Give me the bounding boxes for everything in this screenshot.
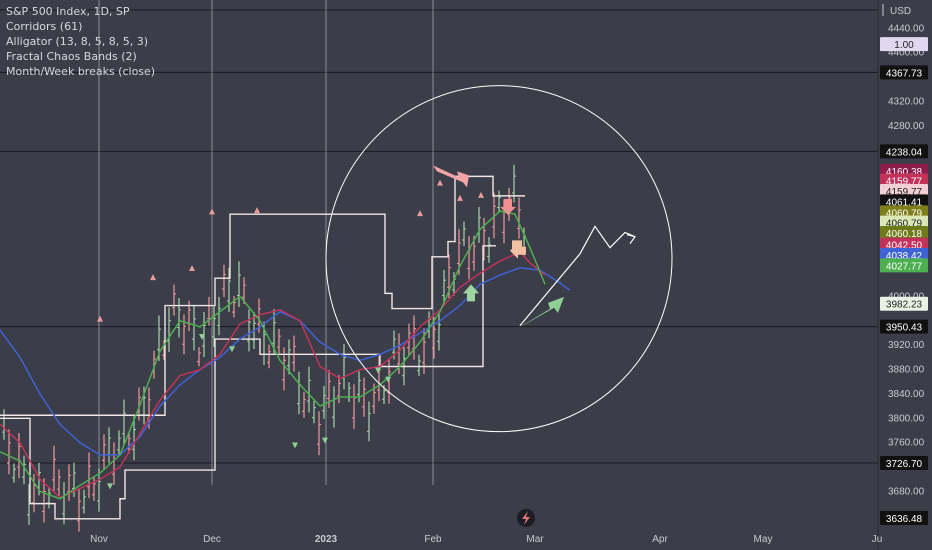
fractal-chaos-bands xyxy=(0,175,525,520)
marker-box xyxy=(512,240,522,250)
alligator-teeth-line xyxy=(0,251,546,499)
fractal-down-marker xyxy=(292,442,298,449)
price-label-badge xyxy=(880,37,928,52)
drawing-annotations xyxy=(325,85,673,433)
price-label-text: 4038.42 xyxy=(886,251,923,262)
fractal-down-marker xyxy=(229,346,235,353)
legend-study-month-week-breaks[interactable]: Month/Week breaks (close) xyxy=(6,65,156,78)
price-label-badge xyxy=(880,296,928,311)
alligator-lips-line xyxy=(0,210,546,500)
arrow-down-right xyxy=(433,165,469,188)
price-tick-label: 3920.00 xyxy=(888,340,925,351)
fractal-up-marker xyxy=(150,274,156,281)
projection-zigzag xyxy=(519,225,636,327)
price-label-badge xyxy=(880,455,928,470)
time-tick-label: Apr xyxy=(652,534,668,545)
fractal-up-marker xyxy=(254,207,260,214)
price-label-badge xyxy=(880,319,928,334)
price-label-text: 3726.70 xyxy=(886,459,923,470)
fractal-down-marker xyxy=(385,376,391,383)
ohlc-bars xyxy=(2,164,526,532)
price-tick-label: 3880.00 xyxy=(888,365,925,376)
highlight-circle xyxy=(325,85,673,433)
fractal-down-marker xyxy=(199,334,205,341)
alligator-jaw-line xyxy=(0,267,571,456)
price-label-badge xyxy=(880,226,928,241)
arrow-up xyxy=(463,284,479,302)
price-label-text: 4159.77 xyxy=(886,177,923,188)
price-label-text: 3982.23 xyxy=(886,300,923,311)
time-tick-label: Mar xyxy=(526,534,544,545)
price-label-text: 4060.79 xyxy=(886,219,923,230)
price-label-text: 4061.41 xyxy=(886,197,923,208)
chart-legend: S&P 500 Index, 1D, SP Corridors (61) All… xyxy=(6,4,155,79)
price-tick-label: 4320.00 xyxy=(888,96,925,107)
fractal-up-marker xyxy=(437,179,443,186)
arrow-up-right xyxy=(520,296,564,327)
price-label-badge xyxy=(880,194,928,209)
time-tick-label: Dec xyxy=(203,534,221,545)
time-tick-label: Nov xyxy=(90,534,108,545)
time-tick-label: 2023 xyxy=(315,534,338,545)
fractal-up-marker xyxy=(97,315,103,322)
time-tick-label: May xyxy=(754,534,773,545)
legend-study-corridors[interactable]: Corridors (61) xyxy=(6,20,83,33)
price-tick-label: 4280.00 xyxy=(888,121,925,132)
price-label-text: 3636.48 xyxy=(886,514,923,525)
price-label-text: 4042.50 xyxy=(886,241,923,252)
fractal-band-upper xyxy=(0,175,525,416)
fractal-up-marker xyxy=(457,194,463,201)
price-label-text: 4060.79 xyxy=(886,208,923,219)
price-label-text: 4238.04 xyxy=(886,147,923,158)
projection-arrowhead xyxy=(626,234,637,245)
legend-study-fractal-chaos-bands[interactable]: Fractal Chaos Bands (2) xyxy=(6,50,137,63)
price-tick-label: 4400.00 xyxy=(888,48,925,59)
fractal-up-marker xyxy=(189,265,195,271)
fractal-band-lower xyxy=(0,245,496,520)
price-label-text: 3950.43 xyxy=(886,323,923,334)
price-tick-label: 3800.00 xyxy=(888,413,925,424)
price-label-text: 4060.18 xyxy=(886,229,923,240)
price-label-text: 4367.73 xyxy=(886,68,923,79)
price-label-badge xyxy=(880,144,928,159)
price-label-text: 4159.77 xyxy=(886,187,923,198)
time-tick-label: Ju xyxy=(872,534,883,545)
price-label-badge xyxy=(880,65,928,80)
tradingview-logo-icon xyxy=(517,509,535,527)
fractal-up-marker xyxy=(417,210,423,217)
legend-study-alligator[interactable]: Alligator (13, 8, 5, 8, 5, 3) xyxy=(6,35,149,48)
price-tick-label: 4440.00 xyxy=(888,23,925,34)
price-label-text: 1.00 xyxy=(894,40,914,51)
price-axis[interactable]: USD4440.004400.004320.004280.004000.0039… xyxy=(877,0,928,550)
price-label-badge xyxy=(880,258,928,273)
time-tick-label: Feb xyxy=(424,534,442,545)
alligator-lines xyxy=(0,210,571,500)
arrow-down xyxy=(500,198,516,215)
fractal-markers xyxy=(97,179,484,490)
time-axis[interactable]: Nov Dec 2023 Feb Mar Apr May Ju xyxy=(90,534,882,545)
price-label-badge xyxy=(880,510,928,525)
price-label-text: 4027.77 xyxy=(886,261,923,272)
price-label-text: 4160.38 xyxy=(886,167,923,178)
fractal-up-marker xyxy=(478,191,484,198)
fractal-down-marker xyxy=(107,483,113,490)
price-tick-label: 3760.00 xyxy=(888,438,925,449)
price-tick-label: 3840.00 xyxy=(888,389,925,400)
fractal-down-marker xyxy=(375,367,381,374)
fractal-down-marker xyxy=(322,437,328,444)
price-scale-currency: USD xyxy=(890,6,911,17)
legend-symbol[interactable]: S&P 500 Index, 1D, SP xyxy=(6,5,130,18)
price-tick-label: 3680.00 xyxy=(888,486,925,497)
fractal-up-marker xyxy=(209,208,215,215)
